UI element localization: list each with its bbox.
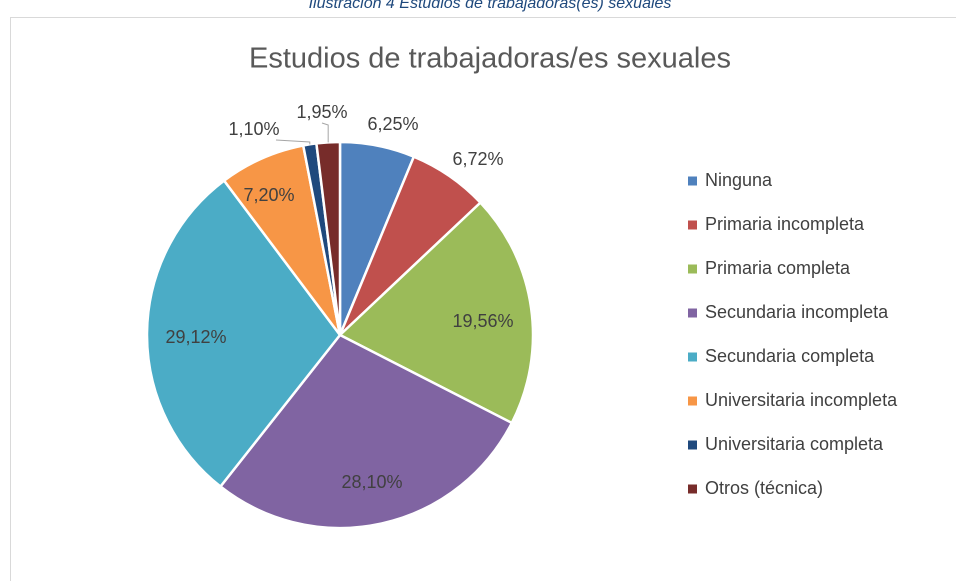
legend-swatch xyxy=(688,396,697,406)
data-label: 1,95% xyxy=(296,102,347,122)
legend-swatch xyxy=(688,352,697,362)
data-label: 6,25% xyxy=(367,114,418,134)
legend-label: Universitaria completa xyxy=(705,434,884,454)
data-label: 28,10% xyxy=(341,472,402,492)
data-label: 29,12% xyxy=(165,327,226,347)
legend-swatch xyxy=(688,220,697,230)
caption: Ilustración 4 Estudios de trabajadoras(e… xyxy=(309,0,672,12)
legend-label: Ninguna xyxy=(705,170,773,190)
legend-swatch xyxy=(688,484,697,494)
chart-border xyxy=(10,17,956,581)
leader-line xyxy=(321,122,329,143)
pie-slice xyxy=(337,200,535,425)
legend-swatch xyxy=(688,264,697,274)
legend-label: Secundaria incompleta xyxy=(705,302,889,322)
legend-swatch xyxy=(688,176,697,186)
legend-label: Universitaria incompleta xyxy=(705,390,898,410)
pie-slice xyxy=(145,178,342,489)
legend-swatch xyxy=(688,308,697,318)
leader-line xyxy=(275,139,311,145)
legend-label: Secundaria completa xyxy=(705,346,875,366)
legend-swatch xyxy=(688,440,697,450)
legend-label: Otros (técnica) xyxy=(705,478,823,498)
chart-title: Estudios de trabajadoras/es sexuales xyxy=(249,43,731,75)
data-label: 6,72% xyxy=(452,149,503,169)
data-label: 7,20% xyxy=(243,185,294,205)
legend-label: Primaria completa xyxy=(705,258,851,278)
legend-label: Primaria incompleta xyxy=(705,214,865,234)
pie-slice xyxy=(315,140,342,336)
pie-slice xyxy=(218,333,514,530)
data-label: 1,10% xyxy=(228,119,279,139)
data-label: 19,56% xyxy=(452,311,513,331)
